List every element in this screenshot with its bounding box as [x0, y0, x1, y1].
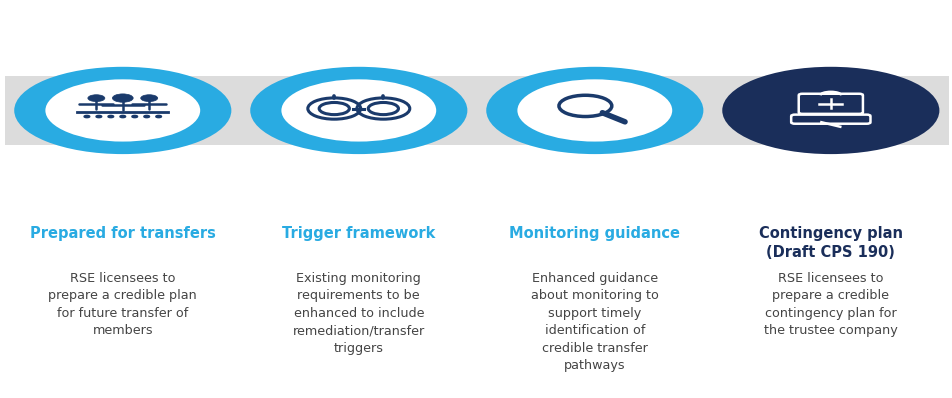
Text: Prepared for transfers: Prepared for transfers	[30, 226, 215, 241]
Circle shape	[84, 115, 89, 118]
Circle shape	[141, 95, 157, 101]
Circle shape	[144, 115, 149, 118]
Circle shape	[753, 79, 907, 142]
Circle shape	[14, 67, 231, 154]
Circle shape	[131, 115, 137, 118]
Bar	[5, 76, 948, 144]
Circle shape	[112, 94, 133, 102]
Circle shape	[156, 115, 161, 118]
Circle shape	[46, 79, 200, 142]
Circle shape	[120, 115, 126, 118]
Text: Monitoring guidance: Monitoring guidance	[508, 226, 680, 241]
Circle shape	[88, 95, 105, 101]
Text: RSE licensees to
prepare a credible plan
for future transfer of
members: RSE licensees to prepare a credible plan…	[49, 272, 197, 337]
Circle shape	[281, 79, 436, 142]
Text: RSE licensees to
prepare a credible
contingency plan for
the trustee company: RSE licensees to prepare a credible cont…	[764, 272, 897, 337]
Text: Enhanced guidance
about monitoring to
support timely
identification of
credible : Enhanced guidance about monitoring to su…	[530, 272, 658, 372]
Circle shape	[486, 67, 703, 154]
Circle shape	[250, 67, 466, 154]
Circle shape	[108, 115, 113, 118]
Text: Existing monitoring
requirements to be
enhanced to include
remediation/transfer
: Existing monitoring requirements to be e…	[292, 272, 425, 355]
Text: Contingency plan
(Draft CPS 190): Contingency plan (Draft CPS 190)	[758, 226, 902, 260]
Circle shape	[517, 79, 671, 142]
Circle shape	[96, 115, 102, 118]
Circle shape	[722, 67, 939, 154]
Text: Trigger framework: Trigger framework	[282, 226, 435, 241]
